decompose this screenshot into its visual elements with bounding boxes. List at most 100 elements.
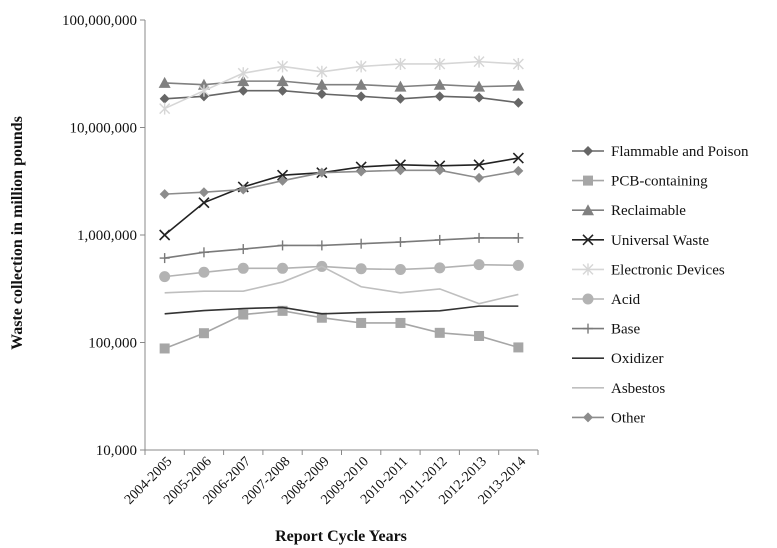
series-line-acid [164, 263, 519, 278]
y-axis-label: Waste collection in million pounds [9, 116, 26, 350]
data-point-base [238, 244, 249, 255]
data-point-reclaimable [394, 80, 407, 92]
data-point-base [159, 253, 170, 264]
data-point-electronic-devices [277, 60, 289, 73]
data-point-other [513, 165, 524, 176]
data-point-universal-waste [276, 169, 289, 181]
data-point-acid [237, 262, 249, 274]
legend-label: PCB-containing [611, 174, 708, 190]
data-point-legend-reclaimable [582, 204, 594, 216]
legend-item-electronic-devices: Electronic Devices [572, 262, 725, 278]
data-point-universal-waste [394, 159, 407, 171]
data-point-base [356, 238, 367, 249]
data-point-electronic-devices [434, 57, 446, 70]
data-point-pcb-containing [395, 317, 406, 328]
data-point-flammable-and-poison [316, 88, 327, 99]
data-point-electronic-devices [237, 67, 249, 80]
data-point-universal-waste [512, 152, 524, 164]
legend-item-universal-waste: Universal Waste [572, 233, 709, 249]
data-point-pcb-containing [316, 312, 327, 323]
data-point-flammable-and-poison [474, 92, 485, 103]
legend-label: Base [611, 322, 641, 338]
data-point-pcb-containing [277, 305, 288, 316]
series-pcb-containing [159, 305, 524, 354]
legend-item-base: Base [572, 322, 641, 338]
y-axis: 10,000 100,000 1,000,000 10,000,000 100,000,… [62, 13, 146, 459]
data-point-base [277, 240, 288, 251]
data-point-other [159, 189, 170, 200]
series-line-other [164, 169, 519, 195]
series-universal-waste [159, 152, 524, 241]
data-point-electronic-devices [355, 60, 367, 73]
data-point-pcb-containing [434, 327, 445, 338]
y-tick-label: 10,000,000 [70, 121, 138, 137]
series-oxidizer [164, 305, 519, 315]
x-axis: 2004-20052005-20062006-20072007-20082008… [122, 449, 539, 508]
series-line-universal-waste [164, 157, 519, 236]
data-point-reclaimable [237, 75, 250, 87]
legend-item-acid: Acid [572, 292, 641, 308]
data-point-reclaimable [473, 80, 486, 92]
data-point-acid [473, 259, 485, 271]
y-tick-label: 100,000 [88, 336, 137, 352]
series-base [159, 232, 524, 264]
data-point-other [277, 175, 288, 186]
data-point-other [395, 165, 406, 176]
data-point-base [474, 232, 485, 243]
data-point-other [474, 172, 485, 183]
data-point-acid [277, 262, 289, 274]
legend-label: Oxidizer [611, 351, 663, 367]
data-point-flammable-and-poison [277, 85, 288, 96]
data-point-reclaimable [276, 75, 289, 87]
legend-item-reclaimable: Reclaimable [572, 203, 686, 219]
y-tick-label: 10,000 [96, 443, 137, 459]
legend-item-oxidizer: Oxidizer [572, 351, 663, 367]
data-point-flammable-and-poison [159, 93, 170, 104]
legend-item-asbestos: Asbestos [572, 381, 665, 397]
data-point-legend-electronic-devices [582, 263, 594, 276]
data-point-other [434, 165, 445, 176]
data-point-other [238, 184, 249, 195]
data-point-legend-base [583, 323, 593, 334]
data-point-flammable-and-poison [513, 97, 524, 108]
series-reclaimable [158, 75, 525, 92]
legend-item-flammable-and-poison: Flammable and Poison [572, 144, 749, 160]
data-point-other [356, 166, 367, 177]
series-other [159, 165, 524, 200]
legend-item-other: Other [572, 410, 645, 426]
data-point-base [198, 247, 209, 258]
data-point-reclaimable [315, 78, 328, 90]
data-point-acid [394, 263, 406, 275]
data-point-flammable-and-poison [356, 91, 367, 102]
series-line-pcb-containing [164, 310, 519, 350]
legend-label: Other [611, 410, 645, 426]
series-line-base [164, 237, 519, 259]
data-point-base [316, 240, 327, 251]
data-point-electronic-devices [394, 57, 406, 70]
series-flammable-and-poison [159, 85, 524, 108]
x-axis-label: Report Cycle Years [275, 528, 407, 545]
legend-label: Acid [611, 292, 641, 308]
data-point-base [513, 232, 524, 243]
series-electronic-devices [159, 55, 524, 115]
series-line-oxidizer [164, 305, 519, 315]
data-point-acid [355, 263, 367, 275]
series-acid [159, 259, 524, 283]
data-point-universal-waste [198, 197, 210, 209]
data-point-acid [159, 271, 171, 283]
data-point-flammable-and-poison [434, 91, 445, 102]
series-line-reclaimable [164, 80, 519, 88]
series-line-flammable-and-poison [164, 89, 519, 104]
data-point-pcb-containing [159, 343, 170, 354]
data-point-legend-acid [582, 293, 594, 305]
data-point-pcb-containing [238, 309, 249, 320]
data-point-legend-pcb-containing [583, 175, 593, 186]
data-point-other [198, 187, 209, 198]
legend-label: Universal Waste [611, 233, 709, 249]
data-point-flammable-and-poison [238, 85, 249, 96]
data-point-acid [512, 259, 524, 271]
data-point-acid [434, 262, 446, 274]
data-point-base [395, 237, 406, 248]
data-point-electronic-devices [512, 57, 524, 70]
